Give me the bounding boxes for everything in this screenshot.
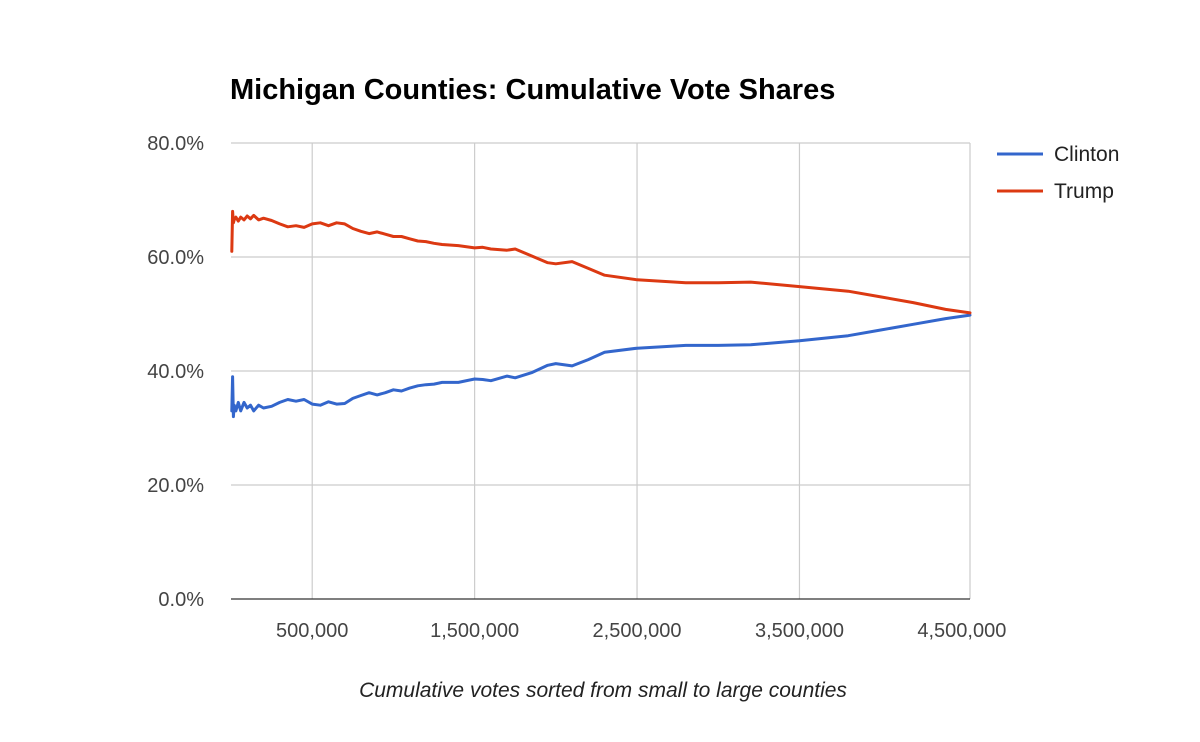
series-line-trump <box>230 209 972 315</box>
y-axis-tick-labels: 0.0% 20.0% 40.0% 60.0% 80.0% <box>147 133 204 611</box>
series-line-clinton <box>230 313 972 419</box>
x-axis-title: Cumulative votes sorted from small to la… <box>359 679 847 702</box>
chart-title: Michigan Counties: Cumulative Vote Share… <box>230 74 835 106</box>
x-tick-label: 3,500,000 <box>755 620 844 642</box>
y-tick-label: 60.0% <box>147 247 204 269</box>
y-tick-label: 40.0% <box>147 361 204 383</box>
x-tick-label: 2,500,000 <box>593 620 682 642</box>
y-tick-label: 20.0% <box>147 475 204 497</box>
legend: Clinton Trump <box>997 143 1119 203</box>
y-tick-label: 80.0% <box>147 133 204 155</box>
x-tick-label: 1,500,000 <box>430 620 519 642</box>
legend-label-clinton: Clinton <box>1054 143 1119 166</box>
y-tick-label: 0.0% <box>158 589 204 611</box>
x-tick-label: 4,500,000 <box>917 620 1006 642</box>
x-axis-tick-labels: 500,000 1,500,000 2,500,000 3,500,000 4,500,… <box>276 620 1006 642</box>
legend-label-trump: Trump <box>1054 180 1114 203</box>
grid <box>231 142 971 600</box>
series-lines <box>230 209 972 419</box>
x-tick-label: 500,000 <box>276 620 348 642</box>
